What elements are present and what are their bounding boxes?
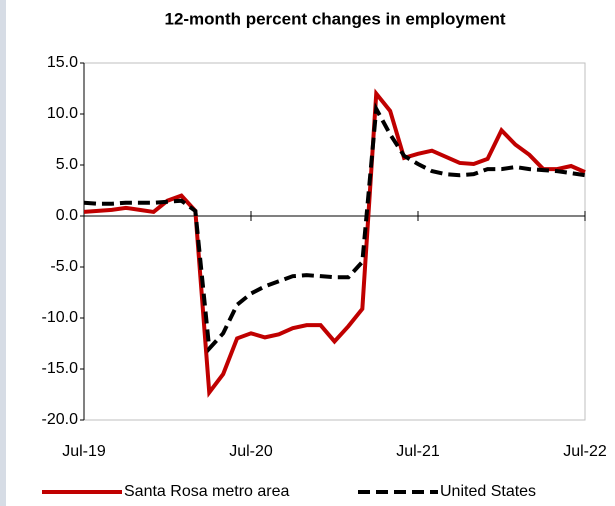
y-tick-label: -20.0 bbox=[42, 411, 79, 428]
series-line bbox=[83, 88, 586, 398]
x-tick-label: Jul-20 bbox=[229, 443, 273, 460]
y-tick-label: -10.0 bbox=[42, 309, 79, 326]
y-tick-label: 15.0 bbox=[47, 54, 78, 71]
y-tick-label: 5.0 bbox=[56, 156, 78, 173]
y-tick-label: 10.0 bbox=[47, 105, 78, 122]
legend-label: Santa Rosa metro area bbox=[124, 483, 290, 500]
series-line bbox=[83, 102, 586, 354]
x-tick-label: Jul-21 bbox=[396, 443, 440, 460]
side-strip bbox=[0, 0, 6, 506]
plot-frame bbox=[83, 62, 586, 421]
y-tick-label: -5.0 bbox=[50, 258, 78, 275]
x-tick-label: Jul-19 bbox=[62, 443, 106, 460]
y-tick-label: -15.0 bbox=[42, 360, 79, 377]
chart-title: 12-month percent changes in employment bbox=[164, 9, 505, 28]
x-tick-label: Jul-22 bbox=[563, 443, 607, 460]
y-tick-label: 0.0 bbox=[56, 207, 78, 224]
legend-label: United States bbox=[440, 483, 536, 500]
